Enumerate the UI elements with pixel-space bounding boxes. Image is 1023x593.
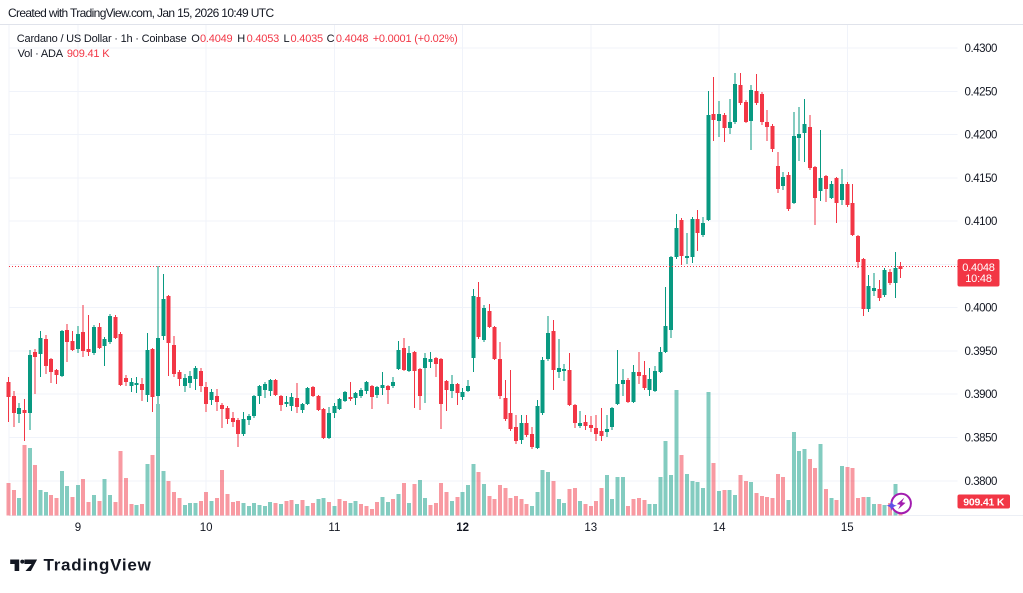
svg-text:0.3950: 0.3950: [965, 346, 998, 358]
svg-text:13: 13: [584, 522, 597, 534]
svg-text:909.41 K: 909.41 K: [963, 496, 1005, 508]
svg-text:0.4048: 0.4048: [962, 262, 995, 274]
svg-text:10:48: 10:48: [965, 273, 992, 285]
svg-text:0.4100: 0.4100: [965, 216, 998, 228]
svg-text:0.4053: 0.4053: [247, 33, 280, 45]
svg-text:0.4049: 0.4049: [200, 33, 233, 45]
svg-text:11: 11: [328, 522, 340, 534]
svg-text:9: 9: [75, 522, 81, 534]
svg-text:L: L: [284, 33, 290, 45]
svg-text:0.4300: 0.4300: [965, 43, 998, 55]
svg-text:0.4150: 0.4150: [965, 173, 998, 185]
svg-text:0.4250: 0.4250: [965, 86, 998, 98]
svg-text:Vol · ADA: Vol · ADA: [18, 48, 64, 60]
svg-text:15: 15: [841, 522, 854, 534]
svg-text:909.41 K: 909.41 K: [67, 48, 110, 60]
svg-text:C: C: [327, 33, 335, 45]
svg-text:0.3900: 0.3900: [965, 389, 998, 401]
svg-text:0.3800: 0.3800: [965, 476, 998, 488]
svg-text:Created with TradingView.com,: Created with TradingView.com, Jan 15, 20…: [8, 6, 274, 20]
svg-text:14: 14: [713, 522, 726, 534]
svg-text:+0.0001 (+0.02%): +0.0001 (+0.02%): [373, 33, 458, 45]
svg-text:Cardano / US Dollar · 1h · Coi: Cardano / US Dollar · 1h · Coinbase: [17, 33, 187, 45]
svg-text:TradingView: TradingView: [44, 556, 152, 575]
svg-text:H: H: [237, 33, 245, 45]
svg-text:0.4048: 0.4048: [336, 33, 369, 45]
svg-text:O: O: [191, 33, 200, 45]
svg-text:0.4000: 0.4000: [965, 303, 998, 315]
svg-text:0.4200: 0.4200: [965, 130, 998, 142]
svg-text:0.4035: 0.4035: [291, 33, 324, 45]
svg-text:0.3850: 0.3850: [965, 433, 998, 445]
svg-text:12: 12: [456, 522, 469, 534]
svg-text:10: 10: [200, 522, 213, 534]
